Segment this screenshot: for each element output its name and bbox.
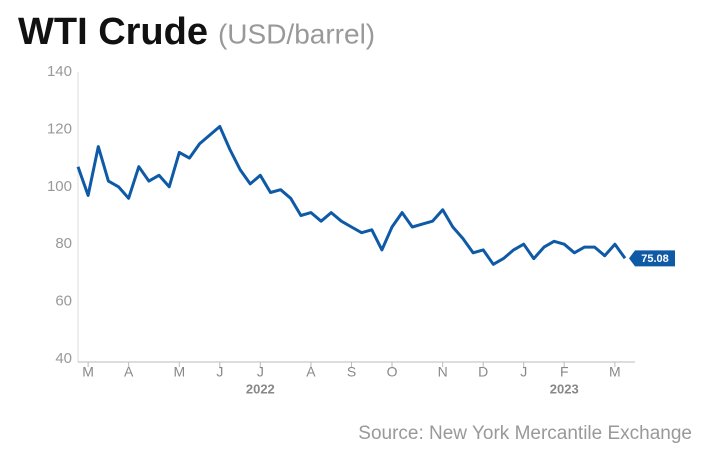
y-tick-label: 140 xyxy=(47,63,72,80)
line xyxy=(76,125,627,266)
x-tick-label: M xyxy=(82,364,94,380)
x-tick-label: M xyxy=(173,364,185,380)
y-tick-label: 40 xyxy=(55,350,72,367)
y-tick-label: 80 xyxy=(55,235,72,252)
chart-title: WTI Crude xyxy=(18,11,208,53)
x-tick-label: O xyxy=(387,364,398,380)
x-tick-label: D xyxy=(478,364,488,380)
x-tick-label: F xyxy=(560,364,569,380)
year-label: 2022 xyxy=(246,381,275,396)
x-tick-label: M xyxy=(609,364,621,380)
value-label: 75.08 xyxy=(641,253,669,265)
y-tick-label: 100 xyxy=(47,178,72,195)
y-tick-label: 120 xyxy=(47,120,72,137)
year-label: 2023 xyxy=(550,381,579,396)
value-label-box xyxy=(629,250,675,267)
x-tick-label: N xyxy=(438,364,448,380)
x-tick-label: J xyxy=(257,364,264,380)
source: Source: New York Mercantile Exchange xyxy=(358,423,692,444)
x-tick-label: S xyxy=(347,364,356,380)
y-tick-label: 60 xyxy=(55,293,72,310)
chart-subtitle: (USD/barrel) xyxy=(218,18,375,49)
x-tick-label: J xyxy=(520,364,527,380)
x-tick-label: J xyxy=(216,364,223,380)
x-tick-label: A xyxy=(124,364,134,380)
x-tick-label: A xyxy=(306,364,316,380)
